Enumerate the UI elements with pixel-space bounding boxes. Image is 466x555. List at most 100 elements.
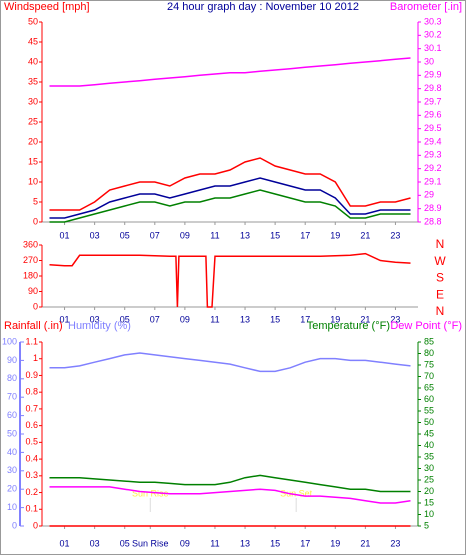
y2-tick-label: 35 [424,451,434,461]
y-tick-label: 0.9 [25,370,38,380]
x-tick-label: 09 [180,230,190,240]
x-tick-label: 05 [120,230,130,240]
series-name: Temperature (°F) [307,320,390,332]
x-tick-label: 15 [270,230,280,240]
y-tick-label: 20 [28,136,38,146]
compass-label: N [436,237,445,251]
x-tick-label: 11 [210,230,219,240]
y2-tick-label: 80 [424,348,434,358]
y2-tick-label: 29.9 [424,70,442,80]
y-tick-label: 0.6 [25,420,38,430]
y-tick-label: 45 [28,36,38,46]
x-tick-label: 19 [330,314,340,324]
y2-tick-label: 60 [424,394,434,404]
x-tick-label: 21 [360,538,370,548]
series-line [49,252,411,308]
y-tick-label: 0.7 [25,403,38,413]
y2-tick-label: 30.1 [424,43,442,53]
x-tick-label: 17 [300,230,310,240]
y-tick-label: 0 [33,216,38,226]
y2-tick-label: 30.2 [424,30,442,40]
x-tick-label: 03 [90,314,100,324]
y-tick-label: 1.1 [25,336,38,346]
y2-tick-label: 75 [424,359,434,369]
x-tick-label: 09 [180,314,190,324]
x-tick-label: 17 [300,538,310,548]
series-line [49,157,411,211]
x-tick-label: 21 [360,230,370,240]
y3-tick-label: 20 [7,484,17,494]
y2-tick-label: 20 [424,486,434,496]
chart-subtitle: 24 hour graph day : November 10 2012 [167,1,359,13]
y-tick-label: 35 [28,76,38,86]
y-tick-label: 180 [23,270,38,280]
y2-tick-label: 85 [424,336,434,346]
x-tick-label: 23 [390,538,400,548]
y3-tick-label: 0 [12,520,17,530]
y3-tick-label: 80 [7,373,17,383]
y2-tick-label: 30.3 [424,16,442,26]
y2-tick-label: 29.3 [424,150,442,160]
y2-tick-label: 29.8 [424,83,442,93]
series-name: Humidity (%) [68,320,131,332]
compass-label: E [436,287,444,301]
y2-tick-label: 29 [424,190,434,200]
y3-tick-label: 100 [2,336,17,346]
y2-tick-label: 15 [424,497,434,507]
y2-tick-label: 55 [424,405,434,415]
x-tick-label: 19 [330,230,340,240]
y-tick-label: 10 [28,176,38,186]
x-tick-label: 03 [90,538,100,548]
x-tick-label: 05 [120,314,130,324]
y-tick-label: 270 [23,255,38,265]
series-line [49,474,411,493]
y2-tick-label: 28.9 [424,203,442,213]
y-tick-label: 15 [28,156,38,166]
series-name: Dew Point (°F) [390,320,462,332]
y2-label: Barometer [.in] [390,1,462,13]
y-tick-label: 0.3 [25,470,38,480]
y3-tick-label: 10 [7,502,17,512]
x-tick-label: 01 [60,230,70,240]
chart-title: Windspeed [mph] [4,1,90,13]
y-tick-label: 0 [33,301,38,311]
x-tick-label: 01 [60,538,70,548]
y-tick-label: 25 [28,116,38,126]
y2-tick-label: 28.8 [424,216,442,226]
y2-tick-label: 5 [424,520,429,530]
compass-label: W [434,254,446,268]
x-tick-label: Sun Rise [132,538,169,548]
y-tick-label: 0.4 [25,453,38,463]
y2-tick-label: 30 [424,56,434,66]
x-tick-label: 23 [390,314,400,324]
y-tick-label: 0.1 [25,504,38,514]
x-tick-label: 19 [330,538,340,548]
x-tick-label: 11 [210,538,219,548]
x-tick-label: 17 [300,314,310,324]
annotation: Sun Set [280,488,313,498]
x-tick-label: 21 [360,314,370,324]
y-tick-label: 0.8 [25,387,38,397]
y2-tick-label: 29.6 [424,110,442,120]
x-tick-label: 01 [60,314,70,324]
y2-tick-label: 50 [424,417,434,427]
x-tick-label: 11 [210,314,219,324]
y2-tick-label: 29.5 [424,123,442,133]
x-tick-label: 13 [240,314,250,324]
y2-tick-label: 29.1 [424,176,442,186]
y-tick-label: 0.5 [25,437,38,447]
compass-label: S [436,271,444,285]
x-tick-label: 07 [150,314,160,324]
y-tick-label: 50 [28,16,38,26]
series-line [49,352,411,373]
series-line [49,57,411,87]
y3-tick-label: 90 [7,355,17,365]
y-tick-label: 1 [33,353,38,363]
x-tick-label: 13 [240,230,250,240]
series-name: Rainfall (.in) [4,320,63,332]
y3-tick-label: 40 [7,447,17,457]
series-line [49,189,411,223]
series-line [49,486,411,504]
